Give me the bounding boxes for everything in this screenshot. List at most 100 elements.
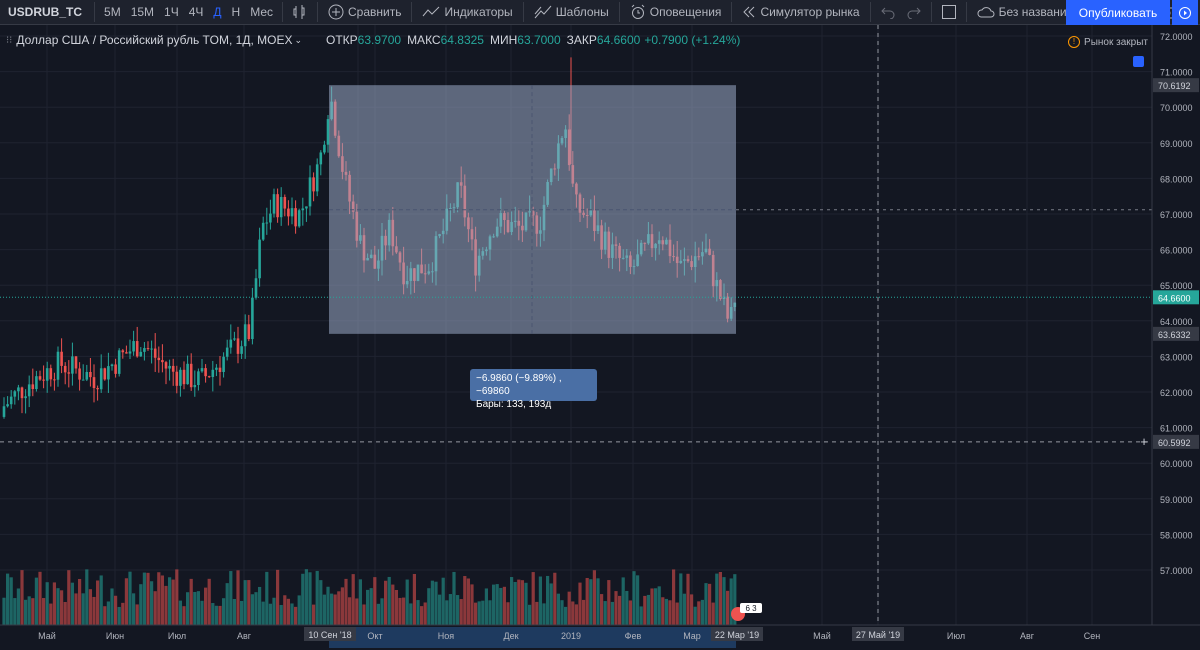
interval-Н[interactable]: Н — [231, 5, 241, 19]
volume-bar — [146, 572, 150, 627]
interval-15М[interactable]: 15М — [130, 5, 155, 19]
save-icon[interactable] — [1133, 56, 1144, 67]
volume-bar — [564, 606, 568, 627]
volume-bar — [603, 601, 607, 627]
candle-body — [189, 363, 193, 388]
candle-body — [56, 351, 60, 380]
divider — [869, 2, 871, 22]
replay-button[interactable]: Симулятор рынка — [736, 0, 865, 24]
volume-bar — [628, 600, 632, 627]
volume-bar — [423, 602, 427, 627]
high-label: МАКС — [407, 33, 441, 47]
volume-bar — [538, 576, 542, 627]
candle-body — [283, 197, 287, 209]
candle-body — [240, 346, 243, 354]
layout-button[interactable] — [936, 0, 962, 24]
volume-bar — [333, 594, 337, 627]
drag-handle-icon[interactable]: ⁝⁝ — [6, 34, 13, 46]
divider — [522, 2, 524, 22]
interval-5М[interactable]: 5М — [104, 5, 121, 19]
volume-bar — [441, 577, 445, 627]
volume-bar — [718, 571, 722, 627]
templates-icon — [534, 5, 552, 19]
volume-bar — [38, 571, 42, 627]
volume-bar — [204, 587, 208, 627]
candle-body — [218, 367, 222, 373]
volume-bar — [229, 571, 233, 627]
templates-button[interactable]: Шаблоны — [528, 0, 615, 24]
candle-body — [326, 119, 330, 145]
volume-bar — [236, 570, 240, 627]
volume-bar — [304, 569, 308, 627]
volume-bar — [553, 572, 557, 627]
interval-Д[interactable]: Д — [213, 5, 222, 19]
price-tick-label: 65.0000 — [1160, 281, 1193, 291]
volume-bar — [542, 603, 546, 627]
candle-body — [85, 371, 89, 380]
candle-body — [132, 341, 135, 352]
volume-bar — [722, 577, 726, 627]
volume-bar — [693, 606, 697, 627]
volume-bar — [650, 588, 654, 627]
volume-bar — [510, 577, 514, 627]
candle-body — [9, 396, 13, 405]
layout-name-label: Без названия — [998, 5, 1074, 19]
volume-bar — [427, 588, 431, 627]
crosshair-price-label-bg — [1153, 434, 1199, 449]
volume-bar — [153, 591, 157, 627]
volume-bar — [124, 578, 128, 627]
candle-body — [186, 363, 189, 385]
volume-bar — [160, 575, 164, 627]
compare-button[interactable]: Сравнить — [322, 0, 407, 24]
publish-button[interactable]: Опубликовать — [1066, 0, 1170, 25]
market-status[interactable]: ! Рынок закрыт — [1068, 36, 1148, 48]
volume-bar — [78, 578, 82, 627]
candle-body — [272, 194, 276, 214]
candle-body — [254, 278, 258, 298]
volume-bar — [171, 579, 175, 627]
volume-bar — [657, 586, 661, 627]
open-label: ОТКР — [326, 33, 358, 47]
series-title[interactable]: Доллар США / Российский рубль TOM, 1Д, M… — [16, 33, 293, 47]
candle-body — [38, 376, 42, 380]
candle-body — [35, 376, 38, 390]
candle-body — [211, 369, 215, 377]
volume-bar — [614, 591, 618, 627]
symbol-search[interactable]: USDRUB_TC — [8, 5, 83, 19]
volume-bar — [351, 574, 355, 627]
plus-icon[interactable]: + — [1140, 434, 1148, 449]
volume-bar — [708, 583, 712, 627]
volume-bar — [218, 605, 222, 627]
indicators-button[interactable]: Индикаторы — [416, 0, 518, 24]
chevron-down-icon[interactable]: ⌄ — [294, 34, 302, 45]
alerts-button[interactable]: Оповещения — [624, 0, 728, 24]
divider — [731, 2, 733, 22]
candle-body — [78, 368, 81, 380]
cloud-icon — [977, 7, 995, 18]
volume-bar — [463, 576, 467, 627]
price-chart[interactable]: +72.0000 71.0000 70.0000 69.0000 68.0000 67.0… — [0, 25, 1200, 650]
interval-4Ч[interactable]: 4Ч — [188, 5, 204, 19]
candle-body — [182, 369, 186, 385]
volume-bar — [733, 574, 737, 627]
play-button[interactable] — [1172, 0, 1198, 25]
volume-bar — [268, 603, 272, 627]
chart-style-button[interactable] — [287, 0, 313, 24]
volume-bar — [679, 573, 683, 627]
volume-bar — [164, 585, 168, 627]
candle-body — [96, 388, 99, 390]
divider — [618, 2, 620, 22]
redo-button[interactable] — [901, 0, 927, 24]
volume-bar — [60, 590, 64, 627]
undo-button[interactable] — [875, 0, 901, 24]
volume-bar — [556, 593, 560, 627]
candle-body — [125, 352, 128, 354]
market-status-label: Рынок закрыт — [1084, 36, 1148, 48]
candle-body — [2, 406, 6, 417]
interval-1Ч[interactable]: 1Ч — [164, 5, 179, 19]
candle-body — [301, 208, 305, 211]
change-value: +0.7900 (+1.24%) — [644, 33, 741, 47]
interval-Мес[interactable]: Мес — [250, 5, 273, 19]
candle-body — [204, 368, 207, 377]
measure-bottom-price-label-bg — [1153, 326, 1199, 341]
